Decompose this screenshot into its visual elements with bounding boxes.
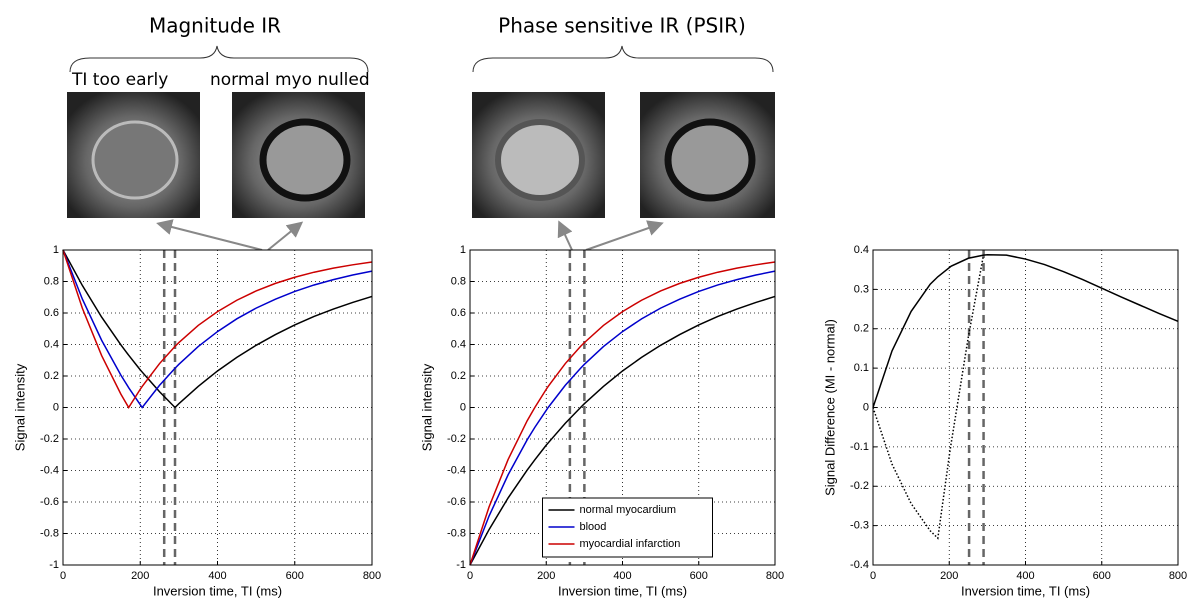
series-line <box>62 249 373 409</box>
y-tick-label: -1 <box>456 559 466 571</box>
x-tick-label: 600 <box>690 570 708 582</box>
y-axis-label: Signal intensity <box>419 363 434 451</box>
x-axis-label: Inversion time, TI (ms) <box>153 583 282 598</box>
series-line <box>872 253 1179 408</box>
series-line <box>62 249 373 409</box>
y-tick-label: 0.8 <box>44 275 59 287</box>
y-tick-label: -1 <box>49 559 59 571</box>
x-tick-label: 400 <box>613 570 631 582</box>
y-tick-label: 0.1 <box>854 362 869 374</box>
y-tick-label: -0.1 <box>850 441 869 453</box>
y-tick-label: 0 <box>863 401 869 413</box>
x-tick-label: 200 <box>131 570 149 582</box>
x-axis-label: Inversion time, TI (ms) <box>961 583 1090 598</box>
y-tick-label: 0.3 <box>854 283 869 295</box>
y-tick-label: 0.2 <box>44 370 59 382</box>
x-tick-label: 0 <box>60 570 66 582</box>
panel-title: Magnitude IR <box>149 14 281 38</box>
y-tick-label: 1 <box>53 244 59 256</box>
x-tick-label: 200 <box>537 570 555 582</box>
mri-image <box>232 92 365 218</box>
y-tick-label: -0.8 <box>447 527 466 539</box>
plot-frame <box>469 249 776 566</box>
legend-label: myocardial infarction <box>580 538 681 550</box>
series-line <box>469 295 776 566</box>
x-tick-label: 200 <box>940 570 958 582</box>
y-tick-label: -0.3 <box>850 520 869 532</box>
y-tick-label: 0.4 <box>451 338 466 350</box>
y-tick-label: -0.8 <box>40 527 59 539</box>
x-tick-label: 600 <box>286 570 304 582</box>
y-tick-label: 0.2 <box>854 323 869 335</box>
mri-image <box>472 92 605 218</box>
panel-title: Phase sensitive IR (PSIR) <box>498 14 746 38</box>
series-line <box>469 261 776 566</box>
y-tick-label: 0 <box>460 401 466 413</box>
x-tick-label: 0 <box>467 570 473 582</box>
y-tick-label: -0.2 <box>447 433 466 445</box>
legend-label: blood <box>580 521 607 533</box>
brace <box>472 45 774 73</box>
y-tick-label: 0.4 <box>854 244 869 256</box>
arrow <box>557 220 573 251</box>
x-tick-label: 0 <box>870 570 876 582</box>
x-tick-label: 600 <box>1093 570 1111 582</box>
plot-frame <box>872 249 1179 566</box>
y-tick-label: 0.4 <box>44 338 59 350</box>
x-axis-label: Inversion time, TI (ms) <box>558 583 687 598</box>
arrow <box>267 221 304 251</box>
y-axis-label: Signal intensity <box>12 363 27 451</box>
y-tick-label: -0.2 <box>850 480 869 492</box>
y-tick-label: -0.6 <box>447 496 466 508</box>
x-tick-label: 400 <box>1016 570 1034 582</box>
series-line <box>872 254 985 540</box>
y-tick-label: 0.2 <box>451 370 466 382</box>
y-tick-label: 1 <box>460 244 466 256</box>
brace <box>69 45 369 73</box>
y-tick-label: 0.6 <box>44 307 59 319</box>
y-tick-label: -0.2 <box>40 433 59 445</box>
mri-image <box>640 92 775 218</box>
image-label: normal myo nulled <box>210 70 370 90</box>
arrow <box>156 219 263 251</box>
y-tick-label: -0.4 <box>40 464 59 476</box>
arrow <box>585 220 664 251</box>
y-tick-label: 0.6 <box>451 307 466 319</box>
y-tick-label: -0.4 <box>850 559 869 571</box>
series-line <box>62 249 373 409</box>
image-label: TI too early <box>71 70 168 90</box>
y-axis-label: Signal Difference (MI - normal) <box>822 319 837 496</box>
series-line <box>469 270 776 566</box>
mri-image <box>67 92 200 218</box>
x-tick-label: 400 <box>208 570 226 582</box>
legend-label: normal myocardium <box>580 504 677 516</box>
y-tick-label: -0.6 <box>40 496 59 508</box>
plot-frame <box>62 249 373 566</box>
y-tick-label: 0 <box>53 401 59 413</box>
y-tick-label: 0.8 <box>451 275 466 287</box>
plot-area <box>63 250 372 565</box>
x-tick-label: 800 <box>363 570 381 582</box>
x-tick-label: 800 <box>1169 570 1187 582</box>
x-tick-label: 800 <box>766 570 784 582</box>
y-tick-label: -0.4 <box>447 464 466 476</box>
